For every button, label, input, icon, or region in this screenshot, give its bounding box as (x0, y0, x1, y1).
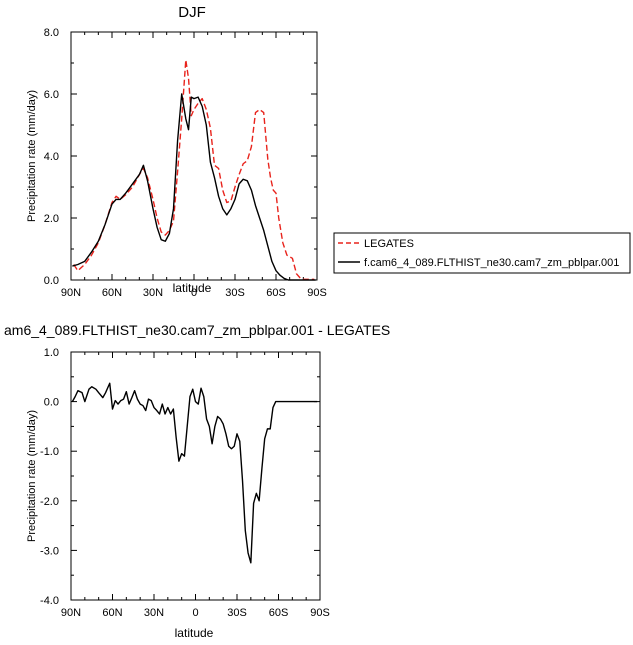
legend-box (333, 232, 631, 274)
legend-label-legates: LEGATES (364, 238, 414, 250)
bottom-x-tick-label: 0 (192, 607, 198, 619)
top-y-tick-label: 4.0 (44, 151, 59, 163)
top-y-tick-label: 8.0 (44, 27, 59, 39)
bottom-x-tick-label: 60S (269, 607, 289, 619)
bottom-y-tick-label: -1.0 (40, 446, 59, 458)
legend-label-model: f.cam6_4_089.FLTHIST_ne30.cam7_zm_pblpar… (364, 257, 619, 269)
bottom-panel: am6_4_089.FLTHIST_ne30.cam7_zm_pblpar.00… (4, 322, 390, 640)
bottom-x-tick-label: 90N (61, 607, 81, 619)
bottom-series-line-series-0 (71, 382, 318, 564)
top-series-line-legates (73, 59, 315, 281)
top-panel: DJF latitude Precipitation rate (mm/day)… (26, 4, 327, 299)
top-x-axis-label: latitude (173, 281, 212, 295)
top-x-tick-label: 30N (143, 287, 163, 299)
bottom-chart-title: am6_4_089.FLTHIST_ne30.cam7_zm_pblpar.00… (4, 322, 390, 338)
top-y-tick-label: 6.0 (44, 89, 59, 101)
bottom-x-tick-label: 60N (102, 607, 122, 619)
bottom-x-tick-label: 90S (310, 607, 330, 619)
top-x-tick-label: 60S (266, 287, 286, 299)
bottom-axis-ticks: 90N 60N 30N 0 30S 60S 90S -4.0 -3.0 -2.0 -1.0 0.0 1.… (40, 347, 330, 619)
bottom-y-axis-label: Precipitation rate (mm/day) (26, 410, 38, 542)
bottom-y-tick-label: -3.0 (40, 545, 59, 557)
legend: LEGATES f.cam6_4_089.FLTHIST_ne30.cam7_z… (333, 232, 631, 274)
bottom-x-tick-label: 30S (227, 607, 247, 619)
bottom-y-tick-label: -4.0 (40, 595, 59, 607)
bottom-x-axis-label: latitude (175, 626, 214, 640)
top-x-tick-label: 60N (102, 287, 122, 299)
top-y-tick-label: 2.0 (44, 213, 59, 225)
top-series-line-f-cam6-4-089-flthist-ne30-cam7-zm-pblpar-001 (72, 93, 316, 281)
top-y-tick-label: 0.0 (44, 275, 59, 287)
bottom-y-tick-label: -2.0 (40, 496, 59, 508)
bottom-series-lines (71, 382, 318, 564)
top-x-tick-label: 90S (307, 287, 327, 299)
top-series-lines (72, 59, 316, 281)
top-plot-frame (70, 31, 318, 281)
bottom-plot-frame (70, 351, 321, 601)
top-x-tick-label: 0 (191, 287, 197, 299)
top-x-tick-label: 30S (225, 287, 245, 299)
top-x-tick-label: 90N (61, 287, 81, 299)
bottom-y-tick-label: 1.0 (44, 347, 59, 359)
bottom-y-tick-label: 0.0 (44, 397, 59, 409)
top-y-axis-label: Precipitation rate (mm/day) (26, 90, 38, 222)
top-chart-title: DJF (178, 4, 206, 21)
bottom-x-tick-label: 30N (144, 607, 164, 619)
